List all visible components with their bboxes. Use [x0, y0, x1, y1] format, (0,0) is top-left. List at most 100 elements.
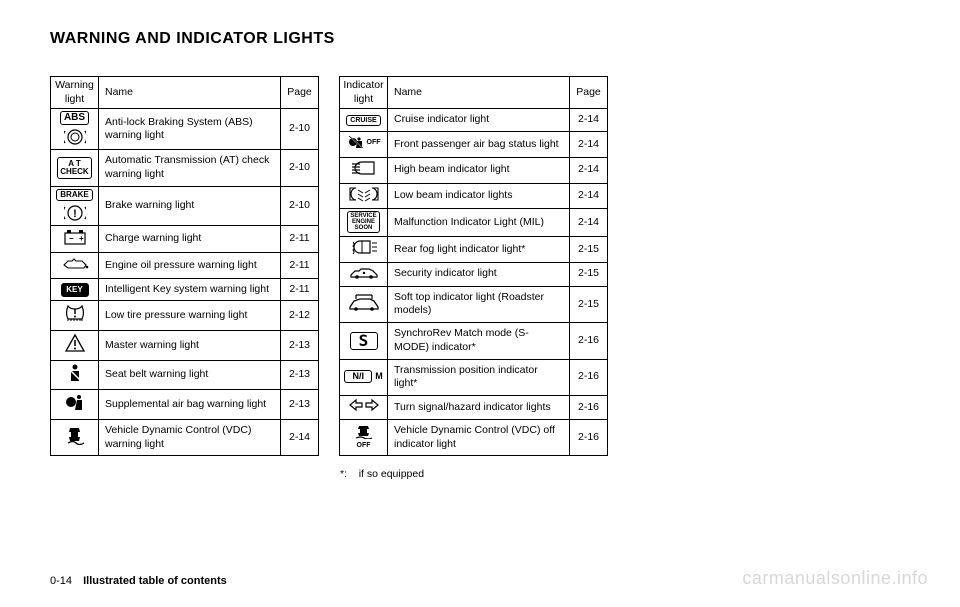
header-page: Page — [570, 77, 608, 109]
s-mode-icon: S — [350, 332, 378, 350]
row-icon: ABS — [51, 109, 99, 150]
row-page: 2-11 — [281, 278, 319, 301]
row-name: Transmission position indicator light* — [388, 359, 570, 395]
header-name: Name — [99, 77, 281, 109]
table-row: High beam indicator light2-14 — [340, 157, 608, 183]
row-page: 2-14 — [570, 109, 608, 132]
row-page: 2-14 — [281, 420, 319, 456]
tire-icon — [61, 303, 89, 323]
low-beam-icon — [348, 186, 380, 202]
row-page: 2-14 — [570, 132, 608, 158]
soft-top-icon — [348, 293, 380, 311]
row-page: 2-10 — [281, 109, 319, 150]
page-number: 0-14 — [50, 575, 72, 587]
row-page: 2-13 — [281, 360, 319, 390]
row-page: 2-11 — [281, 225, 319, 253]
row-icon: SERVICEENGINESOON — [340, 209, 388, 237]
row-name: High beam indicator light — [388, 157, 570, 183]
table-row: SERVICEENGINESOON Malfunction Indicator … — [340, 209, 608, 237]
page-footer: 0-14 Illustrated table of contents — [50, 575, 227, 587]
row-name: Turn signal/hazard indicator lights — [388, 396, 570, 420]
table-row: Seat belt warning light2-13 — [51, 360, 319, 390]
table-row: −+ Charge warning light2-11 — [51, 225, 319, 253]
row-icon — [340, 237, 388, 263]
abs-circle-icon — [64, 127, 86, 147]
row-name: Supplemental air bag warning light — [99, 390, 281, 420]
row-page: 2-16 — [570, 323, 608, 359]
footnote-marker: *: — [340, 468, 347, 480]
row-name: Front passenger air bag status light — [388, 132, 570, 158]
table-row: Turn signal/hazard indicator lights2-16 — [340, 396, 608, 420]
row-icon — [51, 301, 99, 331]
row-icon — [340, 286, 388, 322]
table-row: S SynchroRev Match mode (S-MODE) indicato… — [340, 323, 608, 359]
row-icon — [51, 390, 99, 420]
trans-pos-icon: N/I M — [344, 370, 383, 383]
table-row: Rear fog light indicator light*2-15 — [340, 237, 608, 263]
page-title: WARNING AND INDICATOR LIGHTS — [50, 30, 910, 48]
table-row: ABS Anti-lock Braking System (ABS) warni… — [51, 109, 319, 150]
row-page: 2-13 — [281, 331, 319, 361]
table-row: Supplemental air bag warning light2-13 — [51, 390, 319, 420]
footnote-text: if so equipped — [359, 468, 424, 480]
row-icon — [340, 157, 388, 183]
table-row: Soft top indicator light (Roadster model… — [340, 286, 608, 322]
svg-text:!: ! — [73, 208, 77, 220]
brake-circle-icon: ! — [64, 203, 86, 223]
abs-text-icon: ABS — [60, 111, 89, 125]
row-name: Brake warning light — [99, 186, 281, 225]
row-name: Rear fog light indicator light* — [388, 237, 570, 263]
row-page: 2-14 — [570, 209, 608, 237]
warning-lights-table: Warning light Name Page ABS Anti-lock Br… — [50, 76, 319, 456]
row-page: 2-11 — [281, 253, 319, 279]
table-row: KEYIntelligent Key system warning light2… — [51, 278, 319, 301]
table-row: OFF Front passenger air bag status light… — [340, 132, 608, 158]
section-name: Illustrated table of contents — [83, 575, 227, 587]
table-row: Master warning light2-13 — [51, 331, 319, 361]
key-icon: KEY — [61, 283, 89, 297]
pass-airbag-off-icon: OFF — [347, 134, 381, 150]
row-icon: S — [340, 323, 388, 359]
row-icon: CRUISE — [340, 109, 388, 132]
table-row: BRAKE ! Brake warning light2-10 — [51, 186, 319, 225]
high-beam-icon — [350, 160, 378, 176]
seatbelt-icon — [61, 363, 89, 383]
rear-fog-icon — [350, 239, 378, 255]
tables-container: Warning light Name Page ABS Anti-lock Br… — [50, 76, 910, 456]
vdc-icon — [61, 425, 89, 445]
row-icon: OFF — [340, 132, 388, 158]
security-icon — [349, 265, 379, 279]
table-row: Low beam indicator lights2-14 — [340, 183, 608, 209]
row-icon — [340, 396, 388, 420]
table-row: Security indicator light2-15 — [340, 262, 608, 286]
row-page: 2-16 — [570, 419, 608, 456]
row-name: Seat belt warning light — [99, 360, 281, 390]
turn-signal-icon — [348, 398, 380, 412]
brake-text-icon: BRAKE — [56, 189, 92, 201]
indicator-lights-table: Indicator light Name Page CRUISECruise i… — [339, 76, 608, 456]
watermark: carmanualsonline.info — [742, 568, 928, 589]
table-row: OFF Vehicle Dynamic Control (VDC) off in… — [340, 419, 608, 456]
row-page: 2-16 — [570, 396, 608, 420]
row-page: 2-14 — [570, 157, 608, 183]
oil-icon — [60, 255, 90, 271]
table-row: CRUISECruise indicator light2-14 — [340, 109, 608, 132]
vdc-off-icon: OFF — [342, 425, 385, 450]
row-page: 2-12 — [281, 301, 319, 331]
table-row: Vehicle Dynamic Control (VDC) warning li… — [51, 420, 319, 456]
row-name: SynchroRev Match mode (S-MODE) indicator… — [388, 323, 570, 359]
battery-icon: −+ — [61, 228, 89, 246]
row-icon — [51, 360, 99, 390]
row-name: Soft top indicator light (Roadster model… — [388, 286, 570, 322]
row-icon — [51, 253, 99, 279]
header-name: Name — [388, 77, 570, 109]
row-name: Vehicle Dynamic Control (VDC) off indica… — [388, 419, 570, 456]
row-name: Low beam indicator lights — [388, 183, 570, 209]
row-name: Engine oil pressure warning light — [99, 253, 281, 279]
row-page: 2-15 — [570, 262, 608, 286]
row-icon: −+ — [51, 225, 99, 253]
row-icon: A TCHECK — [51, 150, 99, 186]
row-icon: BRAKE ! — [51, 186, 99, 225]
table-row: A TCHECK Automatic Transmission (AT) che… — [51, 150, 319, 186]
header-indicator-light: Indicator light — [340, 77, 388, 109]
